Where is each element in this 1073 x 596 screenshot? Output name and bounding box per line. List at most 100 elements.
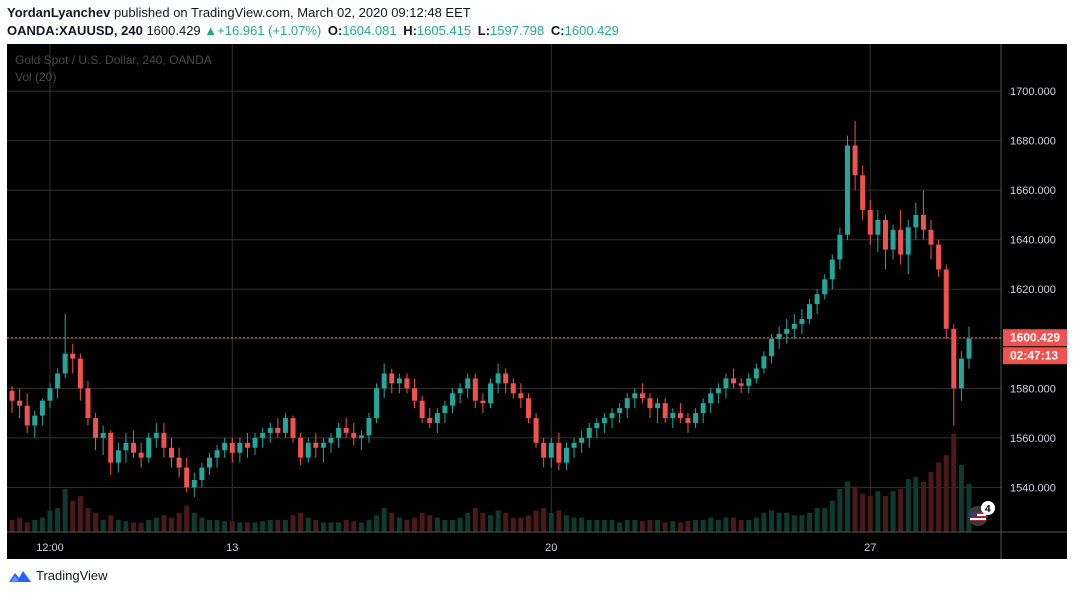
candle[interactable] bbox=[791, 314, 797, 339]
candle[interactable] bbox=[313, 432, 319, 458]
candle[interactable] bbox=[503, 368, 509, 394]
events-badge[interactable]: 4 bbox=[968, 501, 995, 526]
candle[interactable] bbox=[123, 432, 129, 463]
candle[interactable] bbox=[169, 437, 174, 468]
candle[interactable] bbox=[867, 200, 873, 245]
candle[interactable] bbox=[761, 351, 767, 374]
candle[interactable] bbox=[244, 432, 250, 458]
candle[interactable] bbox=[267, 423, 273, 443]
candle[interactable] bbox=[693, 408, 699, 428]
candle[interactable] bbox=[746, 373, 752, 394]
candle[interactable] bbox=[176, 447, 182, 478]
candle[interactable] bbox=[55, 368, 61, 399]
candle[interactable] bbox=[548, 437, 554, 468]
candle[interactable] bbox=[115, 442, 121, 473]
candle[interactable] bbox=[320, 437, 326, 463]
candle[interactable] bbox=[624, 393, 630, 419]
candle[interactable] bbox=[199, 462, 205, 488]
candle[interactable] bbox=[153, 423, 159, 448]
candle[interactable] bbox=[336, 423, 342, 448]
candle[interactable] bbox=[715, 383, 721, 404]
author-name[interactable]: YordanLyanchev bbox=[7, 5, 111, 20]
time-axis[interactable]: 12:00132027Feb101724Mar bbox=[36, 542, 1067, 554]
price-axis[interactable]: 1700.000 1680.000 1660.000 1640.000 1620.000… bbox=[1010, 86, 1056, 494]
candle[interactable] bbox=[510, 378, 516, 399]
candle[interactable] bbox=[814, 289, 820, 315]
candle[interactable] bbox=[723, 373, 729, 399]
candle[interactable] bbox=[609, 408, 615, 428]
candle[interactable] bbox=[282, 413, 288, 438]
candle[interactable] bbox=[328, 432, 334, 453]
candle[interactable] bbox=[579, 430, 585, 453]
candle[interactable] bbox=[799, 309, 805, 334]
candle[interactable] bbox=[351, 423, 357, 446]
candle[interactable] bbox=[563, 442, 569, 471]
candle[interactable] bbox=[685, 413, 691, 433]
candle[interactable] bbox=[943, 264, 949, 339]
candle[interactable] bbox=[70, 343, 76, 374]
candle[interactable] bbox=[882, 214, 888, 270]
candle[interactable] bbox=[396, 373, 402, 394]
candle[interactable] bbox=[822, 274, 828, 300]
candle[interactable] bbox=[860, 165, 866, 220]
candle[interactable] bbox=[237, 437, 243, 463]
candle[interactable] bbox=[958, 351, 964, 401]
candle[interactable] bbox=[875, 209, 881, 253]
candle[interactable] bbox=[214, 445, 220, 468]
candle[interactable] bbox=[93, 413, 99, 451]
candle[interactable] bbox=[85, 380, 91, 426]
candle[interactable] bbox=[450, 388, 456, 414]
candle[interactable] bbox=[905, 219, 911, 275]
candle[interactable] bbox=[655, 398, 661, 424]
candle[interactable] bbox=[586, 423, 592, 448]
candle[interactable] bbox=[434, 408, 440, 433]
candle[interactable] bbox=[229, 437, 235, 463]
candle[interactable] bbox=[518, 383, 524, 409]
candle[interactable] bbox=[617, 403, 623, 424]
candle[interactable] bbox=[374, 383, 380, 424]
candle[interactable] bbox=[206, 452, 212, 476]
candle[interactable] bbox=[533, 413, 539, 448]
candle[interactable] bbox=[898, 209, 904, 265]
candle[interactable] bbox=[829, 254, 835, 290]
candle[interactable] bbox=[647, 393, 653, 419]
candle[interactable] bbox=[769, 333, 775, 364]
candle[interactable] bbox=[465, 373, 471, 399]
candle[interactable] bbox=[556, 432, 562, 471]
candle[interactable] bbox=[161, 423, 167, 458]
candle[interactable] bbox=[298, 432, 304, 466]
candle[interactable] bbox=[47, 383, 53, 409]
candle[interactable] bbox=[784, 318, 790, 344]
candle[interactable] bbox=[844, 135, 850, 240]
chart-area[interactable]: Gold Spot / U.S. Dollar, 240, OANDA Vol … bbox=[7, 44, 1067, 559]
candle[interactable] bbox=[731, 368, 737, 389]
candle[interactable] bbox=[632, 388, 638, 409]
candle[interactable] bbox=[419, 395, 425, 424]
volume-indicator-label[interactable]: Vol (20) bbox=[15, 70, 56, 84]
candle[interactable] bbox=[807, 299, 812, 324]
candle[interactable] bbox=[389, 368, 395, 394]
candle[interactable] bbox=[275, 418, 281, 438]
candle[interactable] bbox=[677, 403, 683, 424]
brand-name[interactable]: TradingView bbox=[36, 568, 108, 583]
candle[interactable] bbox=[951, 323, 957, 426]
candle[interactable] bbox=[24, 393, 30, 433]
candle[interactable] bbox=[913, 202, 919, 240]
candle[interactable] bbox=[495, 363, 501, 394]
candle[interactable] bbox=[936, 239, 942, 277]
candle[interactable] bbox=[108, 430, 114, 476]
candle[interactable] bbox=[62, 314, 68, 379]
candle[interactable] bbox=[381, 363, 387, 399]
candle[interactable] bbox=[305, 437, 311, 463]
candle[interactable] bbox=[138, 442, 144, 468]
candle[interactable] bbox=[457, 383, 463, 404]
candles[interactable] bbox=[9, 120, 972, 498]
candle[interactable] bbox=[852, 120, 858, 191]
candle[interactable] bbox=[738, 378, 744, 394]
candle[interactable] bbox=[184, 457, 190, 493]
candle[interactable] bbox=[32, 410, 38, 438]
candle[interactable] bbox=[358, 430, 364, 451]
candle[interactable] bbox=[662, 398, 668, 424]
candle[interactable] bbox=[920, 190, 926, 240]
candle[interactable] bbox=[594, 418, 600, 438]
